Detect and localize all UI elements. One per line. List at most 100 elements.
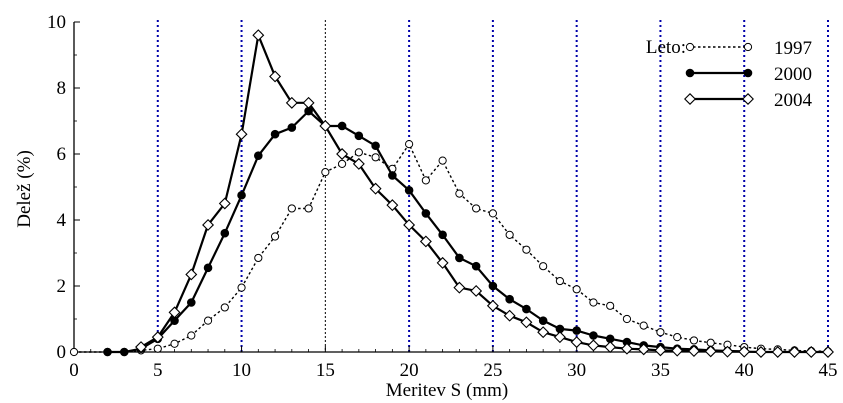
x-tick-label-40: 40 xyxy=(735,360,754,381)
data-point-1997-27 xyxy=(539,262,548,271)
data-point-1997-31 xyxy=(606,301,615,310)
data-point-2000-15 xyxy=(354,131,364,141)
data-point-1997-28 xyxy=(555,276,565,286)
legend-marker-right-2000 xyxy=(743,68,753,78)
data-point-1997-35 xyxy=(673,333,682,342)
data-point-1997-22 xyxy=(455,189,464,198)
data-point-2004-36 xyxy=(738,345,751,358)
data-point-2004-41 xyxy=(822,346,834,358)
y-tick-label-8: 8 xyxy=(57,78,67,99)
data-point-2004-32 xyxy=(671,344,684,357)
data-point-1997-36 xyxy=(689,336,699,345)
data-point-2004-5 xyxy=(218,197,231,210)
data-point-1997-16 xyxy=(354,148,363,157)
data-point-2004-1 xyxy=(151,331,164,344)
data-point-1997-37 xyxy=(706,338,715,347)
data-point-1997-23 xyxy=(472,204,481,213)
data-point-2004-16 xyxy=(403,218,416,231)
data-point-1997-12 xyxy=(287,204,296,213)
data-point-1997-30 xyxy=(589,298,598,307)
data-point-2004-15 xyxy=(386,199,399,212)
x-tick-label-10: 10 xyxy=(232,360,251,381)
data-point-2004-22 xyxy=(503,309,516,322)
data-point-2004-23 xyxy=(520,316,533,329)
data-point-1997-7 xyxy=(203,316,213,325)
x-tick-label-20: 20 xyxy=(400,360,419,381)
y-tick-label-4: 4 xyxy=(57,210,67,231)
legend-title: Leto: xyxy=(646,37,686,58)
x-axis-title: Meritev S (mm) xyxy=(386,380,508,401)
data-point-2000-11 xyxy=(287,123,297,132)
data-point-2000-0 xyxy=(103,347,112,357)
data-point-1997-21 xyxy=(438,156,447,165)
data-point-2004-21 xyxy=(486,299,499,312)
data-point-2004-29 xyxy=(620,342,633,355)
data-point-2004-20 xyxy=(470,284,483,297)
data-point-2004-6 xyxy=(235,128,248,141)
data-point-2004-3 xyxy=(185,268,198,281)
reference-lines xyxy=(156,20,829,352)
legend: Leto: 1997 2000 2004 xyxy=(646,37,813,111)
x-tick-label-30: 30 xyxy=(567,360,586,381)
legend-marker-left-1997 xyxy=(685,42,695,52)
data-point-1997-8 xyxy=(220,303,229,312)
data-point-2004-10 xyxy=(302,96,315,109)
data-point-2004-30 xyxy=(637,343,650,356)
data-point-2000-6 xyxy=(203,263,213,273)
y-tick-label-10: 10 xyxy=(47,12,66,33)
data-point-2000-16 xyxy=(371,141,380,151)
data-point-2000-22 xyxy=(471,261,481,271)
legend-label-2004: 2004 xyxy=(774,90,813,111)
y-tick-label-2: 2 xyxy=(57,276,67,297)
data-point-2004-27 xyxy=(587,339,600,352)
data-point-1997-25 xyxy=(505,230,514,239)
data-point-2004-19 xyxy=(453,281,466,294)
data-point-2000-8 xyxy=(237,190,246,200)
data-point-2004-39 xyxy=(788,346,801,358)
y-tick-label-0: 0 xyxy=(57,342,67,363)
legend-label-1997: 1997 xyxy=(774,38,812,59)
data-point-1997-24 xyxy=(488,209,497,218)
data-point-1997-10 xyxy=(254,253,263,263)
data-point-2000-25 xyxy=(522,304,531,314)
data-point-1997-9 xyxy=(237,283,246,292)
data-point-2000-20 xyxy=(438,230,447,240)
data-point-2004-34 xyxy=(704,345,717,358)
series-layer xyxy=(69,29,834,358)
data-point-2000-1 xyxy=(119,347,129,357)
x-tick-label-0: 0 xyxy=(69,360,79,381)
data-point-2004-9 xyxy=(285,96,298,109)
y-axis-title: Delež (%) xyxy=(14,150,35,228)
data-point-2004-4 xyxy=(202,218,215,231)
data-point-1997-19 xyxy=(405,140,414,149)
data-point-2004-0 xyxy=(135,341,148,354)
data-point-1997-11 xyxy=(270,232,280,241)
x-tick-label-15: 15 xyxy=(316,360,335,381)
data-point-1997-29 xyxy=(572,285,581,294)
data-point-2004-37 xyxy=(754,346,767,358)
data-point-2000-29 xyxy=(589,331,598,340)
data-point-1997-17 xyxy=(371,153,380,162)
data-point-2004-7 xyxy=(252,29,265,42)
data-point-1997-32 xyxy=(622,314,632,324)
data-point-2004-26 xyxy=(570,336,583,349)
data-point-2000-9 xyxy=(254,151,263,160)
data-point-1997-13 xyxy=(304,204,313,213)
data-point-2004-31 xyxy=(654,344,667,357)
data-point-1997-0 xyxy=(69,347,79,357)
data-point-2004-18 xyxy=(436,256,449,269)
series-1997 xyxy=(69,140,833,357)
legend-marker-right-1997 xyxy=(743,42,753,52)
data-point-2004-33 xyxy=(687,345,700,357)
legend-marker-left-2000 xyxy=(685,68,695,78)
x-tick-label-35: 35 xyxy=(651,360,670,381)
data-point-2000-17 xyxy=(388,171,397,180)
data-point-1997-26 xyxy=(522,245,531,254)
data-point-2000-23 xyxy=(488,281,498,291)
data-point-2004-13 xyxy=(352,157,365,170)
data-point-2004-35 xyxy=(721,345,734,358)
data-point-2000-19 xyxy=(421,209,431,218)
data-point-2004-40 xyxy=(805,346,818,358)
data-point-2004-24 xyxy=(537,326,550,339)
